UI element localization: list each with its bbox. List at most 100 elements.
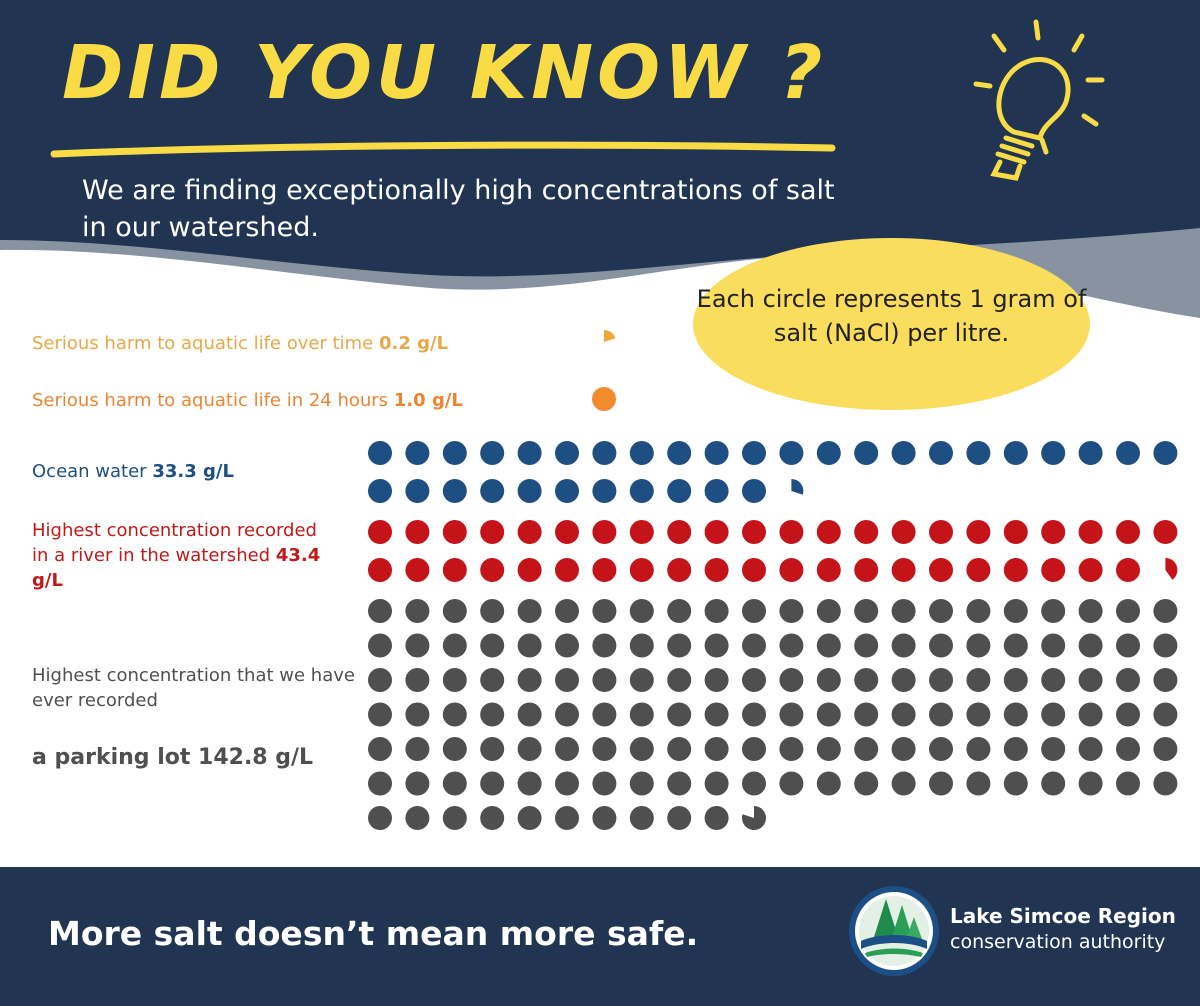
river-circle — [816, 520, 841, 544]
parking-circle — [555, 599, 579, 623]
parking-circle — [1041, 633, 1066, 658]
ocean-circle — [704, 479, 729, 503]
parking-circle — [442, 633, 467, 658]
parking-circle — [1041, 737, 1066, 761]
parking-circle — [779, 737, 804, 761]
parking-circle — [966, 668, 991, 692]
parking-circle — [442, 771, 467, 796]
harm_24h-circle — [592, 387, 616, 411]
parking-circle — [742, 737, 766, 761]
callout-text: Each circle represents 1 gram of salt (N… — [696, 285, 1087, 347]
ocean-circle — [555, 479, 579, 503]
ocean-circle — [480, 479, 505, 503]
river-circle — [1003, 520, 1028, 544]
parking-circle — [667, 771, 692, 796]
footer-tagline: More salt doesn’t mean more safe. — [48, 914, 699, 953]
parking-circle — [517, 702, 542, 727]
ocean-circle — [816, 441, 841, 465]
ocean-circle — [966, 441, 991, 465]
parking-circle — [592, 633, 617, 658]
parking-circle — [592, 737, 617, 761]
parking-circle — [629, 771, 654, 796]
parking-circle — [480, 737, 505, 761]
parking-circle — [854, 668, 879, 692]
ocean-circle — [742, 479, 766, 503]
parking-circle — [442, 702, 467, 727]
parking-circle — [442, 668, 467, 692]
river-circle — [667, 558, 692, 582]
parking-circle — [929, 702, 953, 727]
parking-circle — [742, 771, 766, 796]
parking-circle — [555, 633, 579, 658]
org-name: Lake Simcoe Region — [950, 904, 1176, 928]
ocean-circle — [1153, 441, 1178, 465]
parking-circle — [592, 668, 617, 692]
parking-circle — [1153, 737, 1178, 761]
parking-circle — [742, 668, 766, 692]
parking-circle — [629, 702, 654, 727]
parking-circle — [1078, 771, 1103, 796]
parking-circle — [1153, 771, 1178, 796]
river-circle — [629, 520, 654, 544]
parking-circle — [368, 633, 392, 658]
parking-circle — [779, 599, 804, 623]
parking-circle — [480, 702, 505, 727]
parking-circle — [854, 599, 879, 623]
ocean-circle — [517, 441, 542, 465]
river-circle — [517, 558, 542, 582]
river-circle — [555, 558, 579, 582]
parking-circle — [480, 633, 505, 658]
ocean-circle — [1041, 441, 1066, 465]
parking-circle — [667, 599, 692, 623]
parking-circle — [1078, 599, 1103, 623]
parking-circle — [555, 771, 579, 796]
parking-circle — [704, 771, 729, 796]
river-circle — [555, 520, 579, 544]
parking-circle — [966, 633, 991, 658]
parking-circle — [891, 702, 916, 727]
parking-circle — [1041, 771, 1066, 796]
river-circle — [1078, 520, 1103, 544]
river-circle — [779, 520, 804, 544]
parking-circle — [779, 702, 804, 727]
parking-circle — [667, 806, 692, 830]
river-circle — [742, 520, 766, 544]
parking-circle — [442, 806, 467, 830]
parking-circle — [667, 702, 692, 727]
parking-circle — [517, 599, 542, 623]
river-circle — [667, 520, 692, 544]
parking-circle — [704, 599, 729, 623]
label-harm-over-time: Serious harm to aquatic life over time 0… — [32, 333, 449, 354]
lsrca-logo-emblem — [849, 886, 939, 976]
river-circle — [1116, 558, 1140, 582]
label-highest-ever: Highest concentration that we have ever … — [32, 665, 355, 711]
parking-circle — [368, 771, 392, 796]
river-circle — [1041, 520, 1066, 544]
parking-circle — [966, 702, 991, 727]
parking-circle — [742, 702, 766, 727]
label-parking-lot: a parking lot 142.8 g/L — [32, 745, 314, 770]
parking-circle — [816, 633, 841, 658]
parking-circle — [779, 668, 804, 692]
ocean-circle — [667, 441, 692, 465]
river-circle — [816, 558, 841, 582]
parking-circle — [816, 702, 841, 727]
parking-circle — [480, 771, 505, 796]
callout-bubble — [693, 238, 1090, 410]
parking-circle — [1078, 633, 1103, 658]
parking-circle — [442, 737, 467, 761]
parking-circle — [816, 737, 841, 761]
parking-circle — [742, 599, 766, 623]
ocean-circle — [1078, 441, 1103, 465]
page-title: DID YOU KNOW ? — [62, 30, 827, 116]
parking-circle — [891, 737, 916, 761]
ocean-circle — [592, 441, 617, 465]
parking-circle — [891, 771, 916, 796]
ocean-circle — [480, 441, 505, 465]
parking-circle — [1078, 702, 1103, 727]
river-circle — [854, 520, 879, 544]
ocean-circle — [1116, 441, 1140, 465]
parking-circle — [779, 771, 804, 796]
parking-circle — [368, 599, 392, 623]
